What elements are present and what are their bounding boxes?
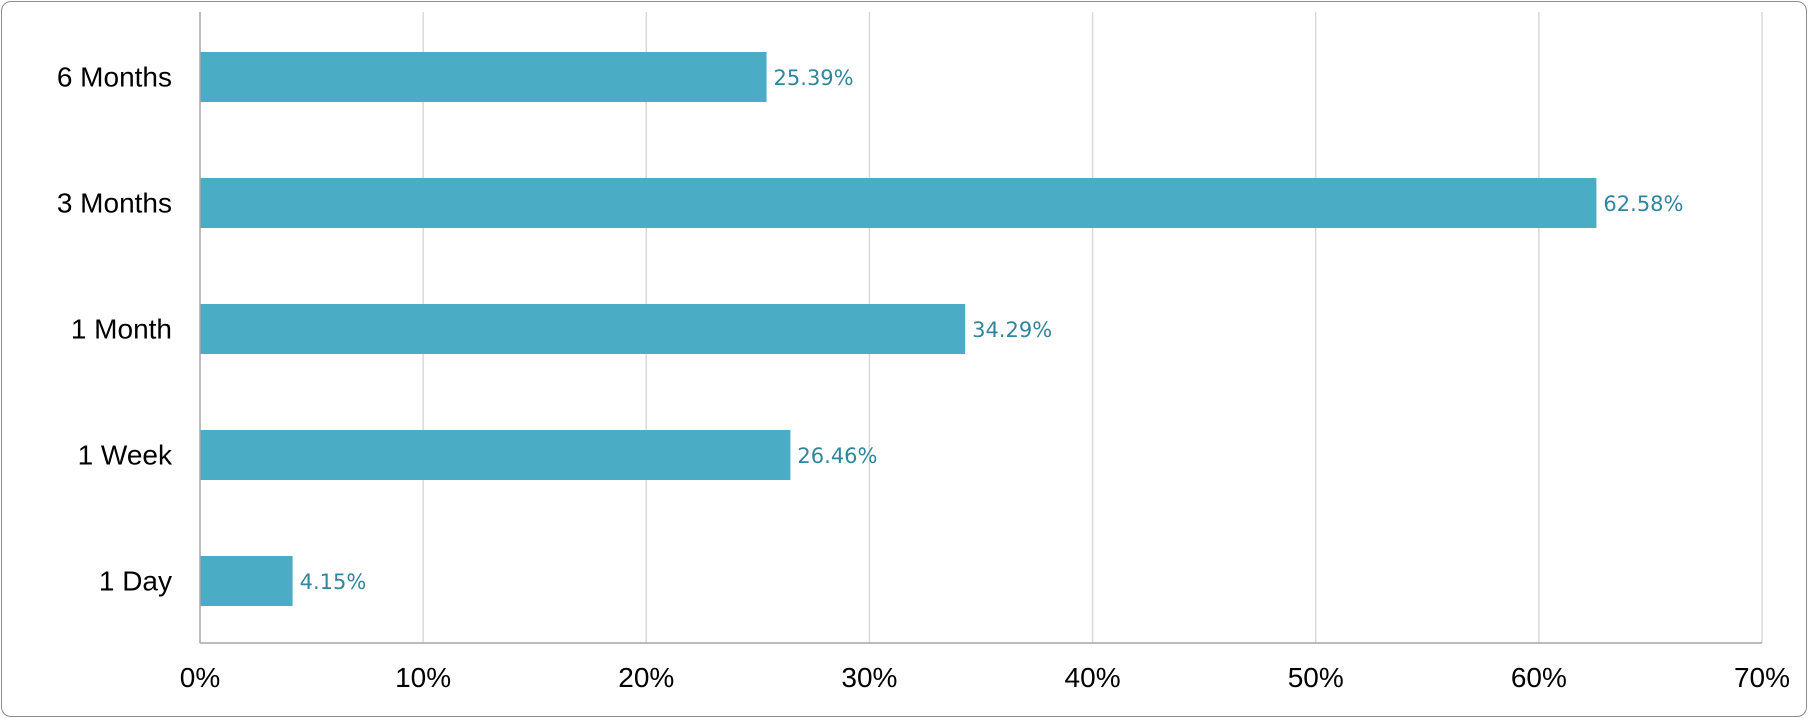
y-tick-label: 6 Months xyxy=(57,62,172,93)
bars xyxy=(200,52,1597,606)
data-label: 34.29% xyxy=(972,318,1052,342)
data-label: 4.15% xyxy=(300,570,367,594)
x-tick-label: 30% xyxy=(841,662,897,693)
y-tick-label: 1 Day xyxy=(99,566,172,597)
data-label: 25.39% xyxy=(774,66,854,90)
x-tick-label: 50% xyxy=(1288,662,1344,693)
x-tick-label: 70% xyxy=(1734,662,1790,693)
x-tick-label: 0% xyxy=(180,662,220,693)
data-label: 62.58% xyxy=(1603,192,1683,216)
bar xyxy=(200,52,767,102)
x-tick-label: 20% xyxy=(618,662,674,693)
axes xyxy=(199,12,1762,644)
y-tick-label: 3 Months xyxy=(57,188,172,219)
bar xyxy=(200,304,966,354)
x-tick-label: 10% xyxy=(395,662,451,693)
y-tick-label: 1 Week xyxy=(78,440,173,471)
bar xyxy=(200,556,293,606)
y-tick-label: 1 Month xyxy=(71,314,172,345)
labels: 0% 10% 20% 30% 40% 50% 60% 70% 6 Months 25.39% 3 M… xyxy=(57,62,1790,694)
x-tick-label: 60% xyxy=(1511,662,1567,693)
data-label: 26.46% xyxy=(797,444,877,468)
x-tick-label: 40% xyxy=(1065,662,1121,693)
bar xyxy=(200,178,1597,228)
bar xyxy=(200,430,791,480)
